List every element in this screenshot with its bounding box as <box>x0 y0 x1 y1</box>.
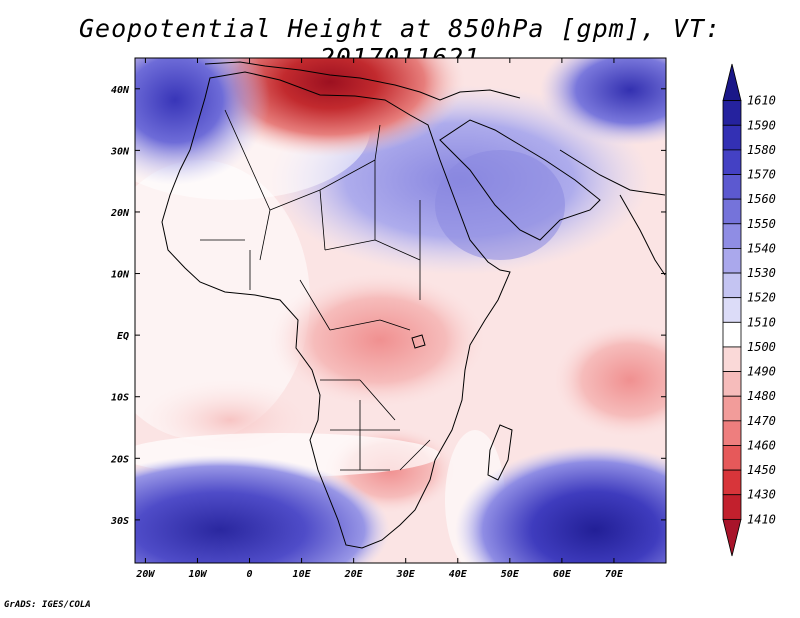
colorbar-box <box>722 321 742 348</box>
colorbar-box <box>722 346 742 372</box>
southwest-low <box>135 455 390 563</box>
colorbar-label: 1580 <box>747 143 776 157</box>
lon-tick-label: 40E <box>449 569 468 580</box>
colorbar-box <box>722 395 742 422</box>
colorbar-max-arrow <box>722 63 742 102</box>
colorbar-box <box>722 124 742 151</box>
colorbar-box <box>722 100 742 126</box>
colorbar-label: 1450 <box>747 463 776 477</box>
colorbar-box <box>722 223 742 249</box>
colorbar-label: 1530 <box>747 266 776 280</box>
northeast-low <box>540 58 666 145</box>
colorbar-label: 1520 <box>747 291 776 305</box>
colorbar-box <box>722 174 742 200</box>
lat-tick-label: 20S <box>110 454 129 465</box>
colorbar-box <box>722 248 742 274</box>
lat-tick-label: 30S <box>110 516 129 527</box>
central-africa-pink <box>270 270 490 410</box>
lon-tick-label: 20E <box>344 569 364 580</box>
europe-coastline <box>204 61 521 101</box>
colorbar-label: 1610 <box>747 94 776 108</box>
country-borders <box>200 109 431 471</box>
colorbar-label: 1490 <box>747 365 776 379</box>
border-lines <box>200 109 431 471</box>
lat-tick-label: 10N <box>111 270 130 281</box>
lake-victoria <box>411 334 426 349</box>
colorbar-min-arrow <box>722 518 742 557</box>
colorbar-label: 1470 <box>747 414 776 428</box>
colorbar-box <box>722 272 742 299</box>
southeast-low <box>455 445 666 563</box>
coastlines <box>161 61 666 549</box>
madagascar-coastline <box>487 424 513 481</box>
lat-tick-label: 20N <box>110 208 130 219</box>
indian-ocean-pink <box>550 320 666 440</box>
lon-tick-label: 20W <box>135 569 155 580</box>
lon-tick-label: 70E <box>605 569 624 580</box>
arabian-peninsula-coastline <box>439 119 601 241</box>
height-field <box>135 58 666 563</box>
colorbar-label: 1430 <box>747 488 776 502</box>
colorbar-label: 1590 <box>747 118 776 132</box>
lon-tick-label: 60E <box>553 569 572 580</box>
lon-tick-label: 30E <box>396 569 416 580</box>
lat-tick-label: EQ <box>117 331 129 342</box>
colorbar-box <box>722 420 742 446</box>
lat-tick-label: 30N <box>110 146 130 157</box>
iran-coastline <box>559 149 666 196</box>
lon-tick-label: 10W <box>188 569 207 580</box>
lon-tick-label: 10E <box>293 569 312 580</box>
lon-tick-label: 50E <box>501 569 520 580</box>
colorbar-box <box>722 149 742 175</box>
colorbar-label: 1550 <box>747 217 776 231</box>
colorbar-box <box>722 297 742 323</box>
northwest-low <box>135 58 270 185</box>
colorbar-label: 1460 <box>747 438 776 452</box>
plot-frame <box>134 57 667 564</box>
colorbar-box <box>722 198 742 225</box>
colorbar-label: 1510 <box>747 315 776 329</box>
colorbar-box <box>722 445 742 471</box>
colorbar-label: 1410 <box>747 512 776 526</box>
colorbar-box <box>722 371 742 397</box>
arabian-peninsula-low <box>435 150 565 260</box>
colorbar-label: 1500 <box>747 340 776 354</box>
colorbar-label: 1540 <box>747 241 776 255</box>
colorbar-label: 1570 <box>747 168 776 182</box>
colorbar-box <box>722 494 742 520</box>
lon-tick-label: 0 <box>247 569 253 580</box>
colorbar-label: 1480 <box>747 389 776 403</box>
colorbar-box <box>722 469 742 496</box>
credit-label: GrADS: IGES/COLA <box>4 600 91 610</box>
colorbar-label: 1560 <box>747 192 776 206</box>
lat-tick-label: 40N <box>111 85 130 96</box>
map-axes: 20W 10W 0 10E 20E 30E 40E 50E 60E 70E 40N 30N 20N 10N… <box>110 58 666 580</box>
lat-tick-label: 10S <box>111 393 129 404</box>
africa-coastline <box>161 71 511 549</box>
colorbar: 1610 1590 1580 1570 1560 1550 1540 1530 1520 1510… <box>722 63 776 557</box>
india-coastline <box>619 194 666 276</box>
